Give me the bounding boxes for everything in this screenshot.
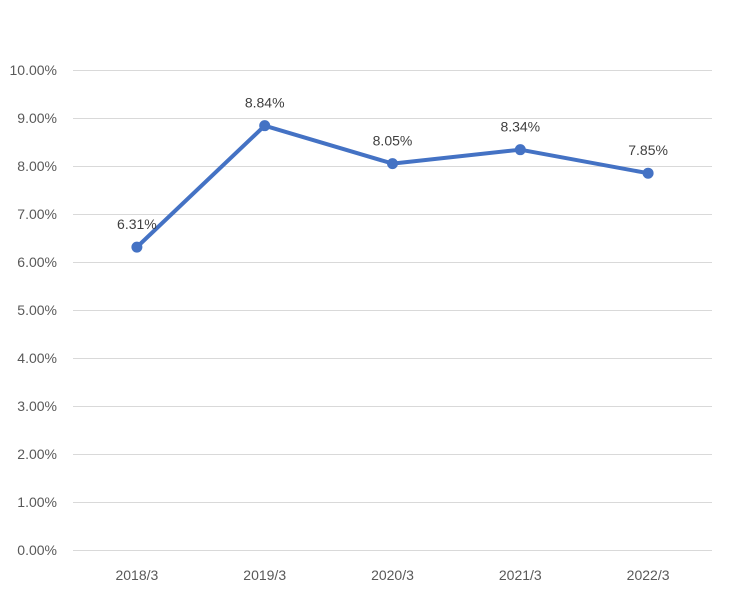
x-tick-label: 2020/3: [371, 567, 414, 583]
y-tick-label: 10.00%: [10, 62, 57, 78]
y-tick-label: 8.00%: [17, 158, 57, 174]
data-point: [514, 144, 526, 156]
y-tick-label: 7.00%: [17, 206, 57, 222]
data-point: [131, 241, 143, 253]
data-point: [642, 167, 654, 179]
y-tick-label: 4.00%: [17, 350, 57, 366]
data-label: 8.05%: [373, 133, 413, 149]
y-tick-label: 3.00%: [17, 398, 57, 414]
y-tick-label: 5.00%: [17, 302, 57, 318]
x-tick-label: 2018/3: [115, 567, 158, 583]
x-axis-tick-labels: 2018/3 2019/3 2020/3 2021/3 2022/3: [115, 567, 669, 583]
y-tick-label: 9.00%: [17, 110, 57, 126]
y-tick-label: 1.00%: [17, 494, 57, 510]
x-tick-label: 2022/3: [627, 567, 670, 583]
y-tick-label: 2.00%: [17, 446, 57, 462]
data-point: [387, 158, 398, 170]
x-tick-label: 2021/3: [499, 567, 542, 583]
data-label: 8.34%: [500, 119, 540, 135]
y-axis-tick-labels: 0.00% 1.00% 2.00% 3.00% 4.00% 5.00% 6.00% 7.00%…: [10, 62, 57, 558]
data-labels: 6.31% 8.84% 8.05% 8.34% 7.85%: [117, 95, 668, 232]
data-points: [131, 120, 654, 253]
data-label: 7.85%: [628, 142, 668, 158]
y-tick-label: 6.00%: [17, 254, 57, 270]
data-label: 6.31%: [117, 216, 157, 232]
y-tick-label: 0.00%: [17, 542, 57, 558]
x-tick-label: 2019/3: [243, 567, 286, 583]
data-label: 8.84%: [245, 95, 285, 111]
data-point: [259, 120, 271, 132]
